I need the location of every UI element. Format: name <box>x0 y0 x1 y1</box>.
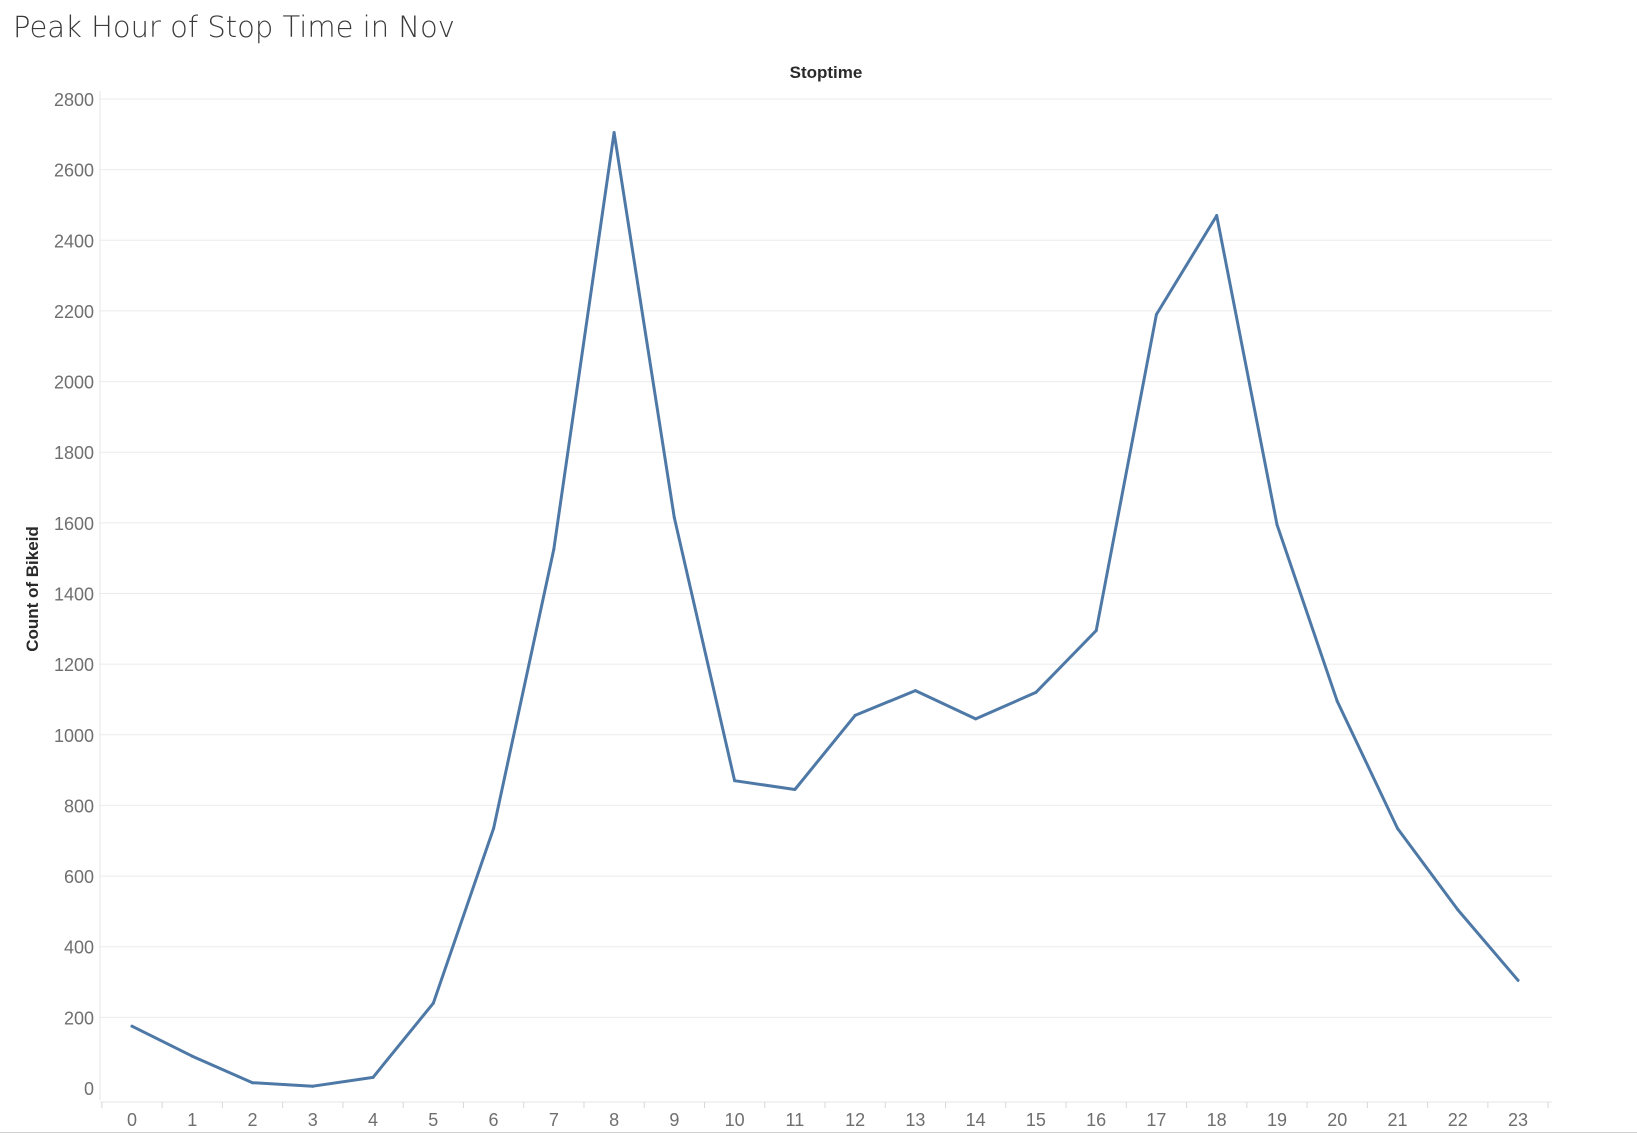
x-tick-label: 16 <box>1086 1110 1106 1130</box>
y-tick-label: 2400 <box>54 231 94 251</box>
data-point <box>311 1084 315 1088</box>
y-tick-label: 800 <box>64 796 94 816</box>
data-point <box>1335 699 1339 703</box>
y-tick-label: 0 <box>84 1079 94 1099</box>
y-tick-label: 400 <box>64 938 94 958</box>
data-point <box>190 1054 194 1058</box>
y-tick-label: 200 <box>64 1008 94 1028</box>
data-point <box>1275 523 1279 527</box>
x-tick-label: 19 <box>1267 1110 1287 1130</box>
column-header: Stoptime <box>790 63 863 82</box>
data-point <box>612 131 616 135</box>
data-point <box>552 547 556 551</box>
y-tick-label: 600 <box>64 867 94 887</box>
x-tick-label: 2 <box>248 1110 258 1130</box>
data-point <box>974 717 978 721</box>
data-point <box>853 713 857 717</box>
x-tick-label: 14 <box>966 1110 986 1130</box>
y-tick-label: 1000 <box>54 726 94 746</box>
x-tick-label: 11 <box>786 1110 805 1130</box>
x-tick-label: 3 <box>308 1110 318 1130</box>
x-tick-label: 12 <box>845 1110 865 1130</box>
gridlines <box>100 98 1552 1018</box>
x-tick-labels: 0 1 2 3 4 5 6 7 8 9 10 11 12 13 14 15 16 17 18 19 20 21 22 23 <box>127 1110 1528 1130</box>
data-point <box>492 826 496 830</box>
x-tick-label: 23 <box>1508 1110 1528 1130</box>
y-tick-label: 2200 <box>54 302 94 322</box>
y-tick-labels: 0 200 400 600 800 1000 1200 1400 1600 1800 2000 220… <box>54 90 94 1099</box>
data-point <box>672 516 676 520</box>
series <box>130 131 1520 1088</box>
data-point <box>1034 690 1038 694</box>
axes <box>99 91 1552 1108</box>
data-point <box>1215 214 1219 218</box>
data-point <box>1154 312 1158 316</box>
x-tick-label: 15 <box>1026 1110 1046 1130</box>
x-tick-label: 22 <box>1448 1110 1468 1130</box>
data-point <box>1395 826 1399 830</box>
series-line <box>130 131 1520 1088</box>
x-tick-label: 5 <box>428 1110 438 1130</box>
x-tick-label: 17 <box>1146 1110 1166 1130</box>
data-point <box>130 1024 134 1028</box>
x-tick-label: 10 <box>725 1110 745 1130</box>
y-axis-title: Count of Bikeid <box>23 526 42 652</box>
x-tick-label: 4 <box>368 1110 378 1130</box>
data-point <box>431 1001 435 1005</box>
y-tick-label: 2600 <box>54 161 94 181</box>
data-point <box>913 689 917 693</box>
data-point <box>1456 908 1460 912</box>
y-tick-label: 1600 <box>54 514 94 534</box>
x-tick-label: 21 <box>1387 1110 1407 1130</box>
y-tick-label: 2000 <box>54 373 94 393</box>
x-tick-label: 9 <box>669 1110 679 1130</box>
data-point <box>1516 978 1520 982</box>
y-tick-label: 1800 <box>54 443 94 463</box>
data-point <box>793 788 797 792</box>
y-tick-label: 1400 <box>54 585 94 605</box>
data-point <box>1094 629 1098 633</box>
data-point <box>251 1081 255 1085</box>
data-point <box>733 779 737 783</box>
data-point <box>371 1075 375 1079</box>
x-tick-label: 6 <box>489 1110 499 1130</box>
chart-title: Peak Hour of Stop Time in Nov <box>13 10 455 44</box>
y-tick-label: 1200 <box>54 655 94 675</box>
x-tick-label: 0 <box>127 1110 137 1130</box>
x-tick-label: 1 <box>187 1110 197 1130</box>
y-tick-label: 2800 <box>54 90 94 110</box>
x-tick-label: 7 <box>549 1110 559 1130</box>
x-tick-label: 20 <box>1327 1110 1347 1130</box>
x-tick-label: 18 <box>1207 1110 1227 1130</box>
x-tick-label: 13 <box>905 1110 925 1130</box>
x-tick-label: 8 <box>609 1110 619 1130</box>
bottom-divider <box>0 1132 1637 1133</box>
